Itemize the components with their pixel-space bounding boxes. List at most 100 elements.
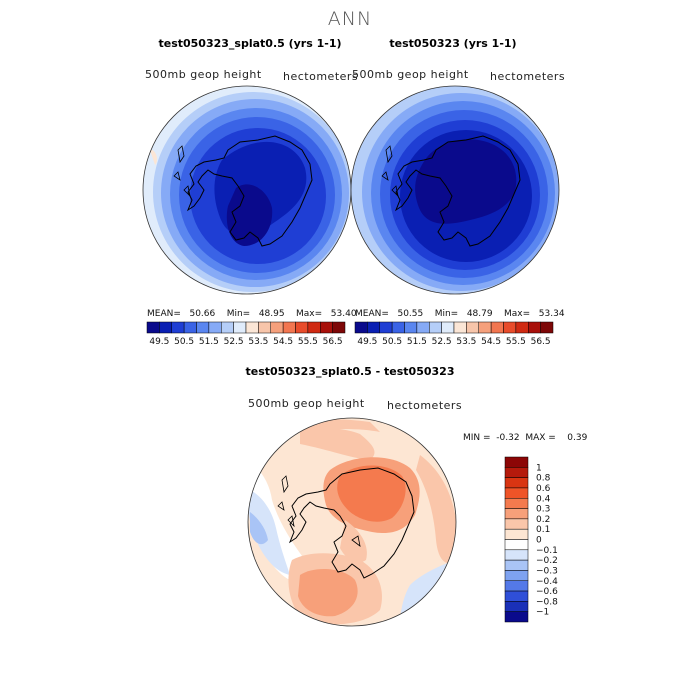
diff-max-label: MAX = (525, 433, 556, 443)
antarctica-coastline-left (186, 135, 313, 247)
colorbar-swatch (183, 321, 197, 334)
colorbar-swatch (504, 487, 529, 499)
colorbar-swatch (379, 321, 393, 334)
colorbar-swatch (478, 321, 492, 334)
diff-min-label: MIN = (463, 433, 491, 443)
colorbar-tick-label: 0.1 (536, 525, 550, 535)
colorbar-tick-label: 0 (536, 536, 542, 546)
colorbar-swatch (233, 321, 247, 334)
colorbar-swatch (245, 321, 259, 334)
colorbar-tick-label: 51.5 (199, 337, 219, 347)
colorbar-tick-label: 1 (536, 463, 542, 473)
colorbar-swatch (504, 580, 529, 592)
colorbar-tick-label: −0.8 (536, 597, 558, 607)
mean-label: MEAN= (147, 309, 181, 319)
colorbar-tick-label: −0.2 (536, 556, 558, 566)
colorbar-swatch (282, 321, 296, 334)
colorbar-tick-label: 49.5 (149, 337, 169, 347)
max-label: Max= (504, 309, 531, 319)
units-label-left: hectometers (283, 70, 359, 83)
colorbar-swatch (270, 321, 284, 334)
colorbar-tick-label: 54.5 (481, 337, 501, 347)
diff-minmax: MIN = -0.32 MAX = 0.39 (463, 433, 587, 443)
colorbar-swatch (504, 590, 529, 602)
panel-title-right: test050323 (yrs 1-1) (389, 37, 517, 50)
colorbar-swatch (416, 321, 430, 334)
panel-title-left: test050323_splat0.5 (yrs 1-1) (158, 37, 342, 50)
colorbar-swatch (441, 321, 455, 334)
colorbar-tick-label: 52.5 (224, 337, 244, 347)
colorbar-tick-label: 51.5 (407, 337, 427, 347)
antarctica-coastline-right (394, 135, 521, 247)
colorbar-tick-label: 0.6 (536, 484, 551, 494)
colorbar-tick-label: −0.6 (536, 587, 558, 597)
colorbar-right (354, 321, 554, 334)
colorbar-tick-label: 0.2 (536, 515, 550, 525)
colorbar-tick-label: 0.8 (536, 474, 551, 484)
min-value: 48.79 (466, 309, 493, 319)
colorbar-swatch (503, 321, 517, 334)
colorbar-tick-label: 0.4 (536, 494, 551, 504)
max-value: 53.40 (330, 309, 357, 319)
colorbar-tick-label: 55.5 (506, 337, 526, 347)
polar-map-difference (248, 418, 456, 626)
colorbar-swatch (504, 549, 529, 561)
colorbar-swatch (515, 321, 529, 334)
colorbar-swatch (404, 321, 418, 334)
max-label: Max= (296, 309, 323, 319)
polar-map-left (143, 86, 351, 294)
stats-left: MEAN= 50.66 Min= 48.95 Max= 53.40 (147, 309, 357, 319)
colorbar-tick-label: 50.5 (174, 337, 194, 347)
colorbar-tick-label: −0.4 (536, 577, 558, 587)
colorbar-swatch (504, 498, 529, 509)
colorbar-tick-label: 49.5 (357, 337, 377, 347)
diff-variable-label: 500mb geop height (248, 397, 365, 410)
colorbar-tick-label: 52.5 (432, 337, 452, 347)
colorbar-swatch (504, 456, 529, 468)
colorbar-tick-label: 56.5 (531, 337, 551, 347)
colorbar-swatch (504, 570, 529, 581)
colorbar-swatch (528, 321, 541, 334)
colorbar-swatch (490, 321, 504, 334)
colorbar-tick-label: 56.5 (323, 337, 343, 347)
colorbar-swatch (504, 539, 529, 551)
colorbar-swatch (504, 559, 529, 571)
colorbar-tick-label: 55.5 (298, 337, 318, 347)
colorbar-swatch (504, 508, 529, 520)
colorbar-tick-label: 0.3 (536, 505, 550, 515)
mean-label: MEAN= (355, 309, 389, 319)
colorbar-swatch (208, 321, 222, 334)
colorbar-swatch (367, 321, 380, 334)
colorbar-swatch (295, 321, 309, 334)
diff-panel-title: test050323_splat0.5 - test050323 (245, 365, 455, 378)
colorbar-swatch (540, 321, 554, 334)
page-title: ANN (327, 8, 373, 30)
units-label-right: hectometers (490, 70, 566, 83)
colorbar-swatch (391, 321, 405, 334)
colorbar-tick-label: −0.3 (536, 566, 558, 576)
colorbar-difference (504, 456, 529, 623)
diff-min-value: -0.32 (496, 433, 520, 443)
colorbar-swatch (466, 321, 479, 334)
min-label: Min= (434, 309, 459, 319)
colorbar-swatch (196, 321, 210, 334)
mean-value: 50.66 (189, 309, 216, 319)
colorbar-tick-label: −1 (536, 608, 549, 618)
colorbar-swatch (146, 321, 160, 334)
variable-label-left: 500mb geop height (145, 68, 262, 81)
colorbar-swatch (258, 321, 271, 334)
max-value: 53.34 (538, 309, 565, 319)
min-label: Min= (226, 309, 251, 319)
polar-map-right (351, 86, 559, 294)
colorbar-swatch (171, 321, 185, 334)
colorbar-swatch (320, 321, 333, 334)
mean-value: 50.55 (397, 309, 424, 319)
colorbar-left (146, 321, 346, 334)
diff-units-label: hectometers (387, 399, 463, 412)
colorbar-swatch (354, 321, 368, 334)
colorbar-swatch (504, 518, 529, 530)
colorbar-swatch (332, 321, 346, 334)
stats-right: MEAN= 50.55 Min= 48.79 Max= 53.34 (355, 309, 565, 319)
colorbar-swatch (504, 601, 529, 612)
